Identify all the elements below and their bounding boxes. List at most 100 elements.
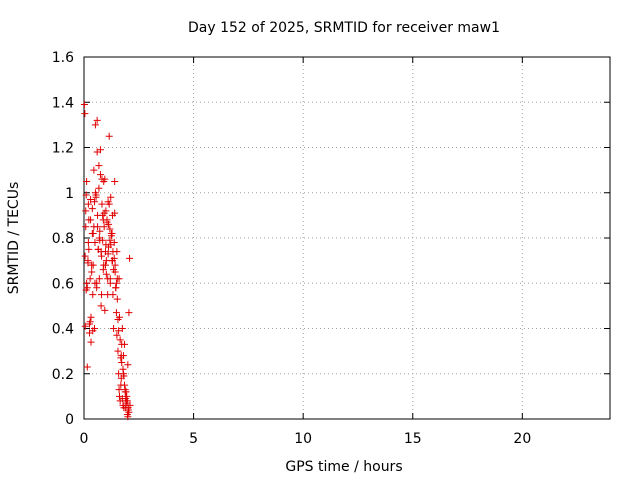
data-point: [84, 257, 92, 265]
data-point: [84, 239, 92, 247]
data-point: [126, 254, 134, 262]
data-point: [95, 184, 103, 192]
data-point: [81, 252, 89, 260]
data-point: [104, 250, 112, 258]
data-point: [118, 358, 126, 366]
data-point: [99, 216, 107, 224]
data-point: [111, 209, 119, 217]
y-axis-label: SRMTID / TECUs: [6, 182, 22, 295]
data-point: [112, 284, 120, 292]
data-point: [116, 313, 124, 321]
data-point: [108, 229, 116, 237]
data-point: [123, 392, 131, 400]
data-point: [91, 121, 99, 129]
data-point: [111, 261, 119, 269]
data-point: [82, 191, 90, 199]
data-point: [102, 270, 110, 278]
data-point: [97, 248, 105, 256]
data-point: [95, 275, 103, 283]
data-point: [96, 146, 104, 154]
data-point: [101, 306, 109, 314]
data-point: [119, 365, 127, 373]
data-point: [98, 175, 106, 183]
data-point: [115, 275, 123, 283]
data-point: [111, 177, 119, 185]
data-point: [93, 116, 101, 124]
x-tick-label: 0: [80, 431, 89, 447]
data-point: [113, 331, 121, 339]
y-tick-label: 1.6: [52, 50, 74, 66]
grid-lines: [84, 57, 610, 419]
chart-title: Day 152 of 2025, SRMTID for receiver maw…: [188, 20, 500, 36]
data-point: [121, 381, 129, 389]
data-point: [89, 291, 97, 299]
data-point: [96, 227, 104, 235]
data-point: [110, 254, 118, 262]
y-tick-label: 0: [65, 412, 74, 428]
data-point: [106, 225, 114, 233]
data-point: [87, 196, 95, 204]
data-point: [83, 177, 91, 185]
data-point: [107, 193, 115, 201]
y-tick-label: 1: [65, 186, 74, 202]
data-point: [91, 239, 99, 247]
data-point: [85, 245, 93, 253]
data-point: [86, 318, 94, 326]
data-point: [91, 198, 99, 206]
data-point: [89, 261, 97, 269]
data-point: [125, 408, 133, 416]
data-point: [95, 162, 103, 170]
data-point: [110, 325, 118, 332]
data-point: [96, 171, 104, 179]
data-point: [105, 200, 113, 208]
data-point: [88, 205, 96, 213]
data-point: [115, 327, 123, 335]
data-point: [112, 279, 120, 287]
x-tick-label: 10: [294, 431, 312, 447]
y-tick-label: 0.2: [52, 367, 74, 383]
data-point: [82, 223, 90, 231]
data-point: [101, 261, 109, 269]
data-point: [117, 354, 125, 362]
data-point: [109, 248, 117, 256]
data-point: [106, 236, 114, 244]
y-tick-label: 0.8: [52, 231, 74, 247]
y-tick-label: 0.4: [52, 322, 74, 338]
x-tick-label: 20: [513, 431, 531, 447]
data-point: [81, 110, 89, 118]
data-point: [90, 166, 98, 174]
data-point: [104, 275, 112, 283]
data-point: [114, 347, 122, 355]
y-tick-label: 1.4: [52, 95, 74, 111]
data-point: [105, 220, 113, 228]
data-points: [80, 101, 134, 421]
data-point: [125, 309, 133, 317]
data-point: [118, 340, 126, 348]
data-point: [98, 200, 106, 208]
data-point: [87, 313, 95, 321]
data-point: [100, 223, 108, 231]
data-point: [124, 361, 132, 369]
x-tick-label: 15: [404, 431, 422, 447]
data-point: [84, 200, 92, 208]
data-point: [123, 397, 131, 405]
data-point: [122, 388, 130, 396]
data-point: [91, 279, 99, 287]
data-point: [83, 279, 91, 287]
data-point: [87, 338, 95, 346]
data-point: [98, 291, 106, 299]
data-point: [96, 236, 104, 244]
data-point: [109, 291, 117, 299]
axis-ticks: 0 0.2 0.4 0.6 0.8 1 1.2 1.4 1.6 0 5 10 15 20: [52, 50, 610, 447]
data-point: [105, 132, 113, 140]
data-point: [82, 207, 90, 215]
plot-frame: [83, 56, 611, 420]
data-point: [124, 413, 132, 421]
data-point: [85, 216, 93, 224]
data-point: [86, 275, 94, 283]
x-tick-label: 5: [189, 431, 198, 447]
data-point: [97, 302, 105, 310]
data-point: [83, 363, 91, 371]
data-point: [88, 229, 96, 237]
